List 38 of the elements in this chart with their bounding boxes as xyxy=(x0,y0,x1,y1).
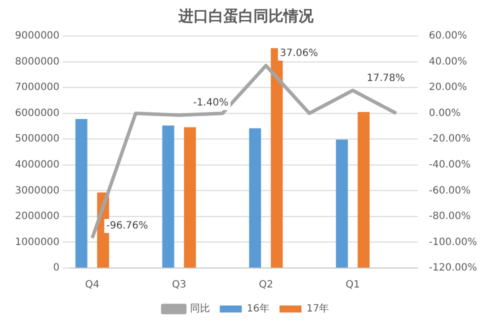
y-tick-label: 9000000 xyxy=(14,30,60,42)
y-tick-label: 6000000 xyxy=(14,108,60,119)
x-tick-label: Q1 xyxy=(346,280,360,291)
y2-tick-label: -60.00% xyxy=(428,185,471,196)
bar xyxy=(336,140,348,268)
y2-tick-label: 20.00% xyxy=(428,82,468,94)
y-tick-label: 2000000 xyxy=(14,211,60,222)
y2-tick-label: 0.00% xyxy=(428,108,461,119)
chart-title: 进口白蛋白同比情况 xyxy=(178,6,314,25)
x-tick-label: Q2 xyxy=(258,280,274,291)
legend-label: 同比 xyxy=(190,302,210,315)
y2-tick-label: -120.00% xyxy=(428,262,478,274)
y2-tick-label: -80.00% xyxy=(428,211,471,222)
y2-tick-label: -20.00% xyxy=(428,134,471,145)
y2-tick-label: -40.00% xyxy=(428,159,471,170)
y-tick-label: 1000000 xyxy=(14,236,60,248)
data-label: 17.78% xyxy=(366,73,405,84)
y2-tick-label: 60.00% xyxy=(428,30,468,42)
legend-label: 16年 xyxy=(246,302,270,315)
bar xyxy=(75,119,88,268)
legend-label: 17年 xyxy=(306,302,330,315)
y-tick-label: 3000000 xyxy=(14,185,60,196)
data-label: -1.40% xyxy=(193,98,228,109)
y-tick-label: 4000000 xyxy=(14,159,60,170)
bar xyxy=(162,125,174,268)
y2-tick-label: 40.00% xyxy=(428,56,468,68)
y-tick-label: 7000000 xyxy=(14,82,60,94)
bar xyxy=(249,128,262,268)
bar xyxy=(358,112,370,268)
bar xyxy=(184,127,196,268)
y-tick-label: 5000000 xyxy=(14,134,60,145)
y2-tick-label: -100.00% xyxy=(428,236,478,248)
x-tick-label: Q4 xyxy=(85,280,100,291)
x-tick-label: Q3 xyxy=(172,280,186,291)
y-tick-label: 8000000 xyxy=(14,56,60,68)
data-label: 37.06% xyxy=(280,48,318,60)
data-label: -96.76% xyxy=(106,220,148,232)
y-tick-label: 0 xyxy=(53,262,60,274)
